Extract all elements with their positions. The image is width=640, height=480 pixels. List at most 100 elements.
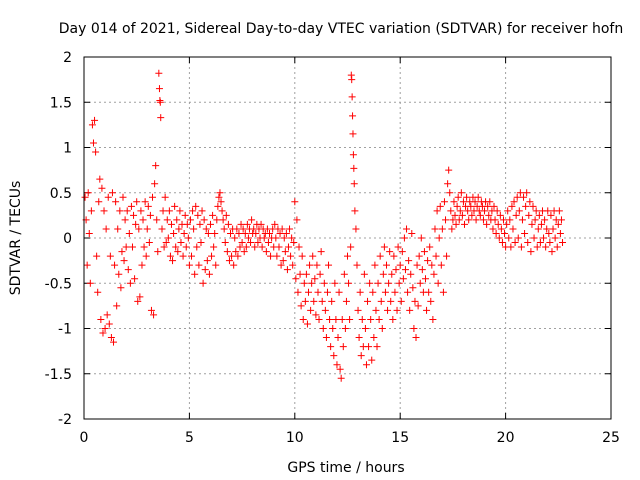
data-point [305, 288, 313, 296]
plot-frame [83, 56, 612, 420]
data-point [279, 257, 287, 265]
data-point [236, 243, 244, 251]
data-point [430, 270, 438, 278]
data-point [389, 315, 397, 323]
data-point [525, 211, 533, 219]
data-point [119, 193, 127, 201]
data-point [497, 225, 505, 233]
data-point [222, 211, 230, 219]
data-point [102, 225, 110, 233]
data-point [176, 207, 184, 215]
data-point [288, 234, 296, 242]
data-point [417, 234, 425, 242]
data-point [392, 266, 400, 274]
data-point [115, 270, 123, 278]
data-point [532, 207, 540, 215]
data-point [276, 229, 284, 237]
data-point [166, 252, 174, 260]
data-point [346, 315, 354, 323]
data-point [252, 229, 260, 237]
data-point [432, 252, 440, 260]
data-point [522, 202, 530, 210]
data-points [81, 69, 567, 382]
data-point [501, 229, 509, 237]
data-point [443, 252, 451, 260]
data-point [224, 220, 232, 228]
y-axis-label: SDTVAR / TECUs [8, 181, 24, 296]
data-point [85, 229, 93, 237]
data-point [213, 216, 221, 224]
data-point [391, 288, 399, 296]
data-point [394, 243, 402, 251]
data-point [108, 189, 116, 197]
data-point [264, 239, 272, 247]
data-point [281, 248, 289, 256]
data-point [414, 302, 422, 310]
data-point [120, 257, 128, 265]
data-point [435, 234, 443, 242]
data-point [93, 252, 101, 260]
x-tick-label: 20 [497, 430, 515, 446]
data-point [205, 270, 213, 278]
data-point [158, 225, 166, 233]
data-point [214, 202, 222, 210]
data-point [87, 207, 95, 215]
y-tick-label: 1 [63, 141, 72, 157]
data-point [337, 374, 345, 382]
data-point [116, 207, 124, 215]
data-point [352, 225, 360, 233]
data-point [416, 279, 424, 287]
axis-ticks: 0 5 10 15 20 25 -2 -1.5 -1 -0.5 0 0.5 1 1.5 2 [45, 50, 620, 446]
data-point [125, 229, 133, 237]
data-point [483, 220, 491, 228]
data-point [144, 202, 152, 210]
data-point [218, 207, 226, 215]
data-point [216, 189, 224, 197]
data-point [309, 252, 317, 260]
data-point [409, 284, 417, 292]
data-point [401, 266, 409, 274]
data-point [130, 211, 138, 219]
data-point [297, 302, 305, 310]
data-point [230, 261, 238, 269]
data-point [100, 207, 108, 215]
data-point [200, 216, 208, 224]
data-point [169, 257, 177, 265]
data-point [332, 315, 340, 323]
data-point [382, 261, 390, 269]
data-point [202, 225, 210, 233]
data-point [336, 365, 344, 373]
data-point [439, 288, 447, 296]
data-point [127, 202, 135, 210]
y-tick-label: -1 [58, 322, 72, 338]
data-point [398, 248, 406, 256]
data-point [161, 193, 169, 201]
data-point [457, 189, 465, 197]
data-point [542, 243, 550, 251]
data-point [544, 207, 552, 215]
data-point [328, 297, 336, 305]
data-point [348, 76, 356, 84]
data-point [445, 166, 453, 174]
data-point [368, 356, 376, 364]
data-point [415, 252, 423, 260]
data-point [243, 220, 251, 228]
data-point [267, 252, 275, 260]
data-point [299, 315, 307, 323]
data-point [395, 279, 403, 287]
data-point [549, 225, 557, 233]
data-point [385, 279, 393, 287]
data-point [520, 193, 528, 201]
data-point [551, 234, 559, 242]
data-point [362, 361, 370, 369]
data-point [262, 248, 270, 256]
data-point [136, 293, 144, 301]
data-point [434, 279, 442, 287]
data-point [486, 198, 494, 206]
data-point [266, 229, 274, 237]
data-point [449, 216, 457, 224]
data-point [221, 239, 229, 247]
data-point [321, 306, 329, 314]
data-point [293, 216, 301, 224]
data-point [239, 225, 247, 233]
